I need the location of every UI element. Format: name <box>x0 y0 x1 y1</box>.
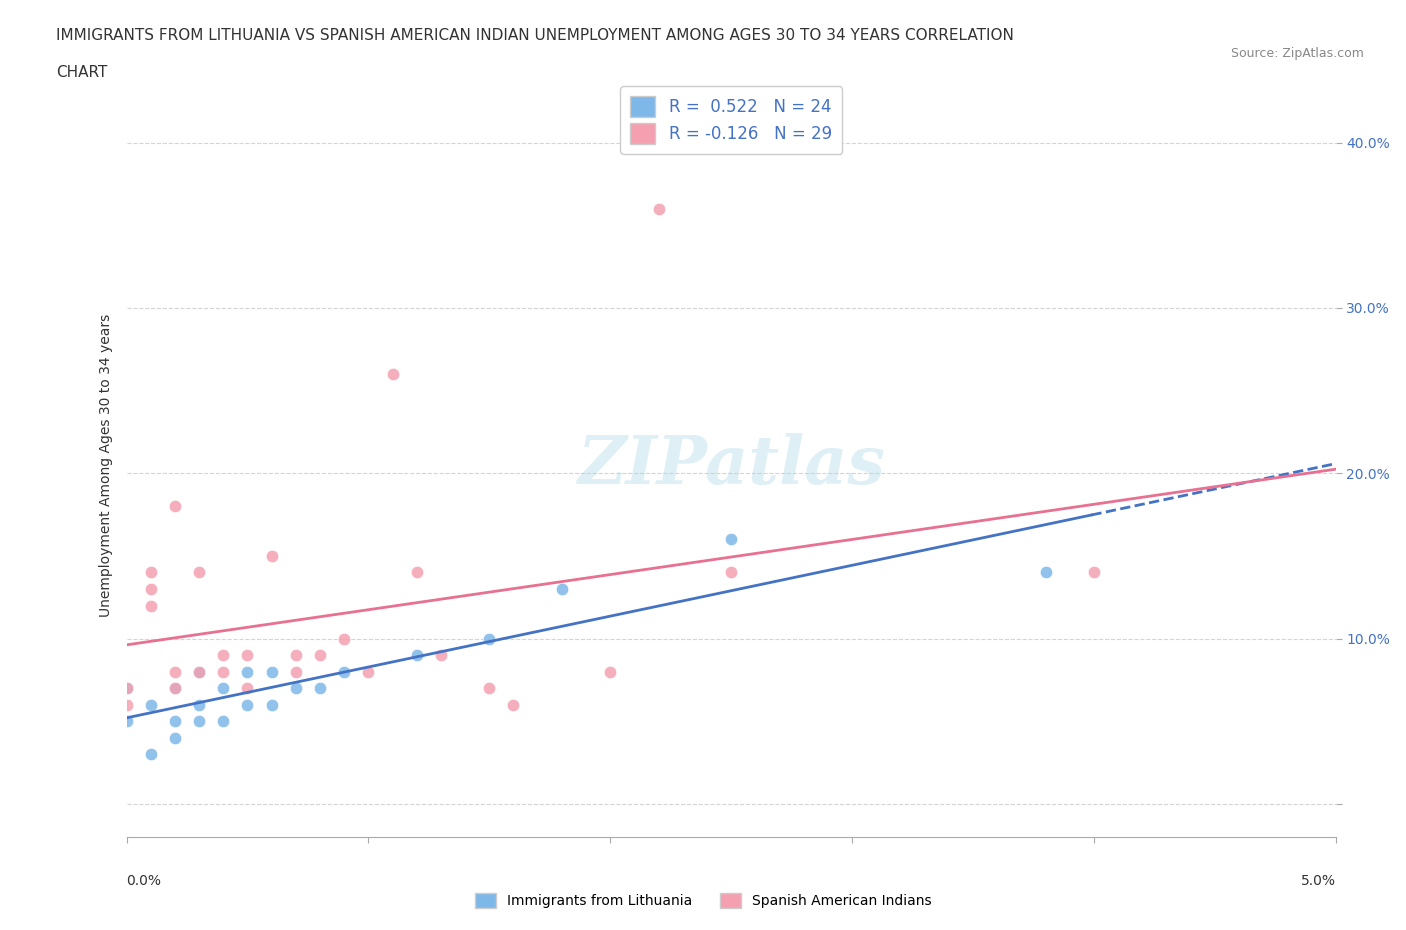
Text: CHART: CHART <box>56 65 108 80</box>
Point <box>309 647 332 662</box>
Point <box>115 714 138 729</box>
Point <box>139 581 162 596</box>
Point <box>163 498 186 513</box>
Point <box>236 698 259 712</box>
Y-axis label: Unemployment Among Ages 30 to 34 years: Unemployment Among Ages 30 to 34 years <box>98 313 112 617</box>
Point <box>720 532 742 547</box>
Point <box>115 681 138 696</box>
Point <box>236 664 259 679</box>
Point <box>236 681 259 696</box>
Point <box>139 565 162 580</box>
Point <box>478 631 501 646</box>
Point <box>139 747 162 762</box>
Point <box>284 664 307 679</box>
Point <box>163 664 186 679</box>
Point <box>357 664 380 679</box>
Legend: R =  0.522   N = 24, R = -0.126   N = 29: R = 0.522 N = 24, R = -0.126 N = 29 <box>620 86 842 153</box>
Text: 5.0%: 5.0% <box>1301 874 1336 888</box>
Point <box>115 698 138 712</box>
Point <box>163 681 186 696</box>
Point <box>1035 565 1057 580</box>
Point <box>260 698 283 712</box>
Text: Source: ZipAtlas.com: Source: ZipAtlas.com <box>1230 46 1364 60</box>
Point <box>309 681 332 696</box>
Point <box>188 664 211 679</box>
Point <box>551 581 574 596</box>
Point <box>333 631 356 646</box>
Point <box>284 681 307 696</box>
Point <box>430 647 453 662</box>
Point <box>163 714 186 729</box>
Legend: Immigrants from Lithuania, Spanish American Indians: Immigrants from Lithuania, Spanish Ameri… <box>470 888 936 914</box>
Point <box>236 647 259 662</box>
Point <box>260 664 283 679</box>
Point <box>139 698 162 712</box>
Point <box>405 565 427 580</box>
Point <box>188 565 211 580</box>
Point <box>163 730 186 745</box>
Point <box>260 549 283 564</box>
Point <box>405 647 427 662</box>
Point <box>115 681 138 696</box>
Point <box>188 698 211 712</box>
Point <box>333 664 356 679</box>
Point <box>188 714 211 729</box>
Point <box>478 681 501 696</box>
Point <box>1083 565 1105 580</box>
Text: IMMIGRANTS FROM LITHUANIA VS SPANISH AMERICAN INDIAN UNEMPLOYMENT AMONG AGES 30 : IMMIGRANTS FROM LITHUANIA VS SPANISH AME… <box>56 28 1014 43</box>
Point <box>212 681 235 696</box>
Point <box>647 201 669 216</box>
Point <box>212 647 235 662</box>
Point <box>502 698 524 712</box>
Point <box>139 598 162 613</box>
Text: 0.0%: 0.0% <box>127 874 162 888</box>
Point <box>212 714 235 729</box>
Text: ZIPatlas: ZIPatlas <box>578 432 884 498</box>
Point <box>381 366 404 381</box>
Point <box>720 565 742 580</box>
Point <box>599 664 621 679</box>
Point <box>163 681 186 696</box>
Point <box>284 647 307 662</box>
Point <box>188 664 211 679</box>
Point <box>212 664 235 679</box>
